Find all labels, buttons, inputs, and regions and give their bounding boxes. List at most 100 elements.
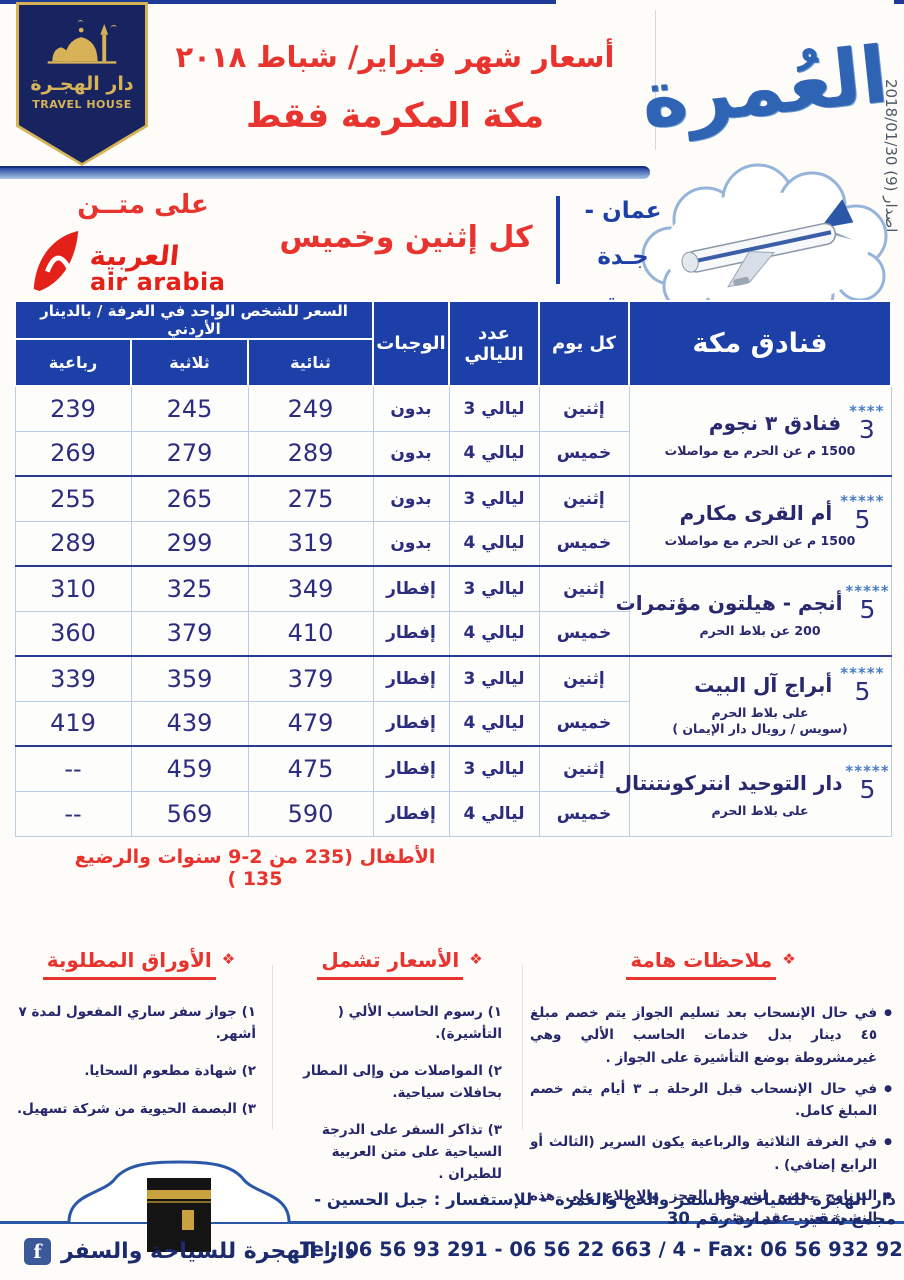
price-quad: -- xyxy=(14,790,132,837)
price-quad: 339 xyxy=(14,655,132,702)
price-quad: 360 xyxy=(14,610,132,657)
col-header-quad: رباعية xyxy=(14,338,132,387)
nights-cell: 4 ليالي xyxy=(448,430,540,477)
on-board-label: على متــن xyxy=(77,190,209,220)
footer-address: دار الهجرة للسياحة والسفر والحج والعمرة-… xyxy=(314,1190,896,1228)
travel-house-logo: دار الهجـرة TRAVEL HOUSE xyxy=(16,2,148,166)
florette-icon: ❖ xyxy=(469,950,483,968)
col-header-day: كل يوم xyxy=(538,300,630,387)
air-arabia-tail-icon xyxy=(33,231,79,291)
bullet-icon: ● xyxy=(884,1137,892,1148)
meals-cell: بدون xyxy=(372,430,450,477)
meals-cell: إفطار xyxy=(372,700,450,747)
hotel-subtitle: على بلاط الحرم xyxy=(711,803,809,819)
air-arabia-name-en: air arabia xyxy=(90,268,226,296)
price-quad: 310 xyxy=(14,565,132,612)
price-triple: 265 xyxy=(130,475,249,522)
meals-cell: إفطار xyxy=(372,565,450,612)
top-rule-right xyxy=(894,0,904,4)
header-divider xyxy=(655,10,656,150)
price-double: 590 xyxy=(247,790,374,837)
hotel-name: فنادق ٣ نجوم xyxy=(708,411,842,435)
price-double: 479 xyxy=(247,700,374,747)
col-header-double: ثنائية xyxy=(247,338,374,387)
flight-schedule: كل إثنين وخميس xyxy=(279,220,533,255)
hotel-name: دار التوحيد انتركونتنتال xyxy=(614,771,843,796)
price-triple: 379 xyxy=(130,610,249,657)
note-item: ٣) البصمة الحيوية من شركة تسهيل. xyxy=(17,1100,256,1117)
price-double: 475 xyxy=(247,745,374,792)
kaaba-icon xyxy=(14,1160,344,1272)
documents-required-heading: الأوراق المطلوبة xyxy=(42,948,216,980)
hotel-cell: ***** 5 أبراج آل البيت على بلاط الحرم (سو… xyxy=(628,655,892,747)
meals-cell: إفطار xyxy=(372,745,450,792)
hotel-name: أنجم - هيلتون مؤتمرات xyxy=(615,591,843,615)
price-double: 349 xyxy=(247,565,374,612)
footer-rule xyxy=(0,1221,904,1224)
day-cell: خميس xyxy=(538,610,630,657)
star-rating-icon: ***** xyxy=(845,762,890,781)
day-cell: إثنين xyxy=(538,565,630,612)
umrah-calligraphy-text: العُمرة xyxy=(636,30,892,146)
hotel-name: أم القرى مكارم xyxy=(679,501,833,525)
price-table: فنادق مكة كل يوم عدد الليالي الوجبات الس… xyxy=(14,300,892,837)
note-item: ● في الغرفة الثلاثية والرباعية يكون السري… xyxy=(530,1131,892,1176)
note-item: ● في حال الإنسحاب قبل الرحلة بـ ٣ أيام يت… xyxy=(530,1078,892,1123)
note-item: ٣) تذاكر السفر على الدرجة السياحية على م… xyxy=(321,1122,502,1182)
hotel-subtitle: على بلاط الحرم xyxy=(711,705,809,720)
florette-icon: ❖ xyxy=(221,950,236,968)
day-cell: خميس xyxy=(538,700,630,747)
prices-include-heading: الأسعار تشمل xyxy=(317,948,464,980)
notes-divider-2 xyxy=(522,965,523,1130)
price-triple: 359 xyxy=(130,655,249,702)
price-quad: -- xyxy=(14,745,132,792)
price-double: 275 xyxy=(247,475,374,522)
day-cell: خميس xyxy=(538,430,630,477)
price-triple: 245 xyxy=(130,385,249,432)
top-rule xyxy=(0,0,556,4)
star-rating-icon: **** xyxy=(849,402,885,420)
mosque-icon xyxy=(47,19,118,64)
hotel-subtitle-2: (سويس / رويال دار الإيمان ) xyxy=(672,721,848,736)
col-header-hotels: فنادق مكة xyxy=(628,300,892,387)
note-item: ١) رسوم الحاسب الألي ( التأشيرة). xyxy=(337,1004,502,1042)
hotel-cell: ***** 5 أنجم - هيلتون مؤتمرات 200 عن بلاط… xyxy=(616,565,892,657)
price-quad: 419 xyxy=(14,700,132,747)
price-quad: 239 xyxy=(14,385,132,432)
star-rating-icon: ***** xyxy=(845,582,890,600)
day-cell: خميس xyxy=(538,520,630,567)
facebook-page-name: دار الهجرة للسياحة والسفر xyxy=(61,1239,356,1264)
hotel-subtitle: 200 عن بلاط الحرم xyxy=(699,623,821,638)
air-arabia-name-ar: العربية xyxy=(88,241,181,272)
price-triple: 325 xyxy=(130,565,249,612)
footer-phones: Tel: 06 56 93 291 - 06 56 22 663 / 4 - F… xyxy=(300,1238,904,1261)
prices-include-section: ❖ الأسعار تشمل ١) رسوم الحاسب الألي ( ال… xyxy=(284,948,516,1201)
hotel-cell: **** 3 فنادق ٣ نجوم 1500 م عن الحرم مع مو… xyxy=(628,385,892,477)
nights-cell: 3 ليالي xyxy=(448,475,540,522)
air-arabia-logo: العربية air arabia xyxy=(26,226,266,296)
facebook-row: f دار الهجرة للسياحة والسفر xyxy=(24,1238,356,1265)
facebook-icon: f xyxy=(24,1238,51,1265)
note-item: ٢) شهادة مطعوم السحايا. xyxy=(84,1063,256,1080)
route-outbound: عمان - جـدة xyxy=(584,198,662,270)
col-header-price-group: السعر للشخص الواحد في الغرفة / بالدينار … xyxy=(14,300,374,340)
col-header-triple: ثلاثية xyxy=(130,338,249,387)
hotel-name: أبراج آل البيت xyxy=(694,673,833,697)
notes-divider-1 xyxy=(272,965,273,1130)
bullet-icon: ● xyxy=(884,1008,892,1018)
day-cell: إثنين xyxy=(538,655,630,702)
meals-cell: إفطار xyxy=(372,610,450,657)
meals-cell: إفطار xyxy=(372,790,450,837)
price-quad: 269 xyxy=(14,430,132,477)
price-quad: 255 xyxy=(14,475,132,522)
important-notes-heading: ملاحظات هامة xyxy=(626,948,777,980)
price-triple: 439 xyxy=(130,700,249,747)
hotel-cell: ***** 5 دار التوحيد انتركونتنتال على بلاط… xyxy=(615,745,892,837)
star-rating-icon: ***** xyxy=(840,492,885,510)
meals-cell: إفطار xyxy=(372,655,450,702)
nights-cell: 3 ليالي xyxy=(448,385,540,432)
price-triple: 279 xyxy=(130,430,249,477)
bullet-icon: ● xyxy=(884,1190,892,1201)
hotel-subtitle: 1500 م عن الحرم مع مواصلات xyxy=(664,533,856,548)
price-double: 289 xyxy=(247,430,374,477)
